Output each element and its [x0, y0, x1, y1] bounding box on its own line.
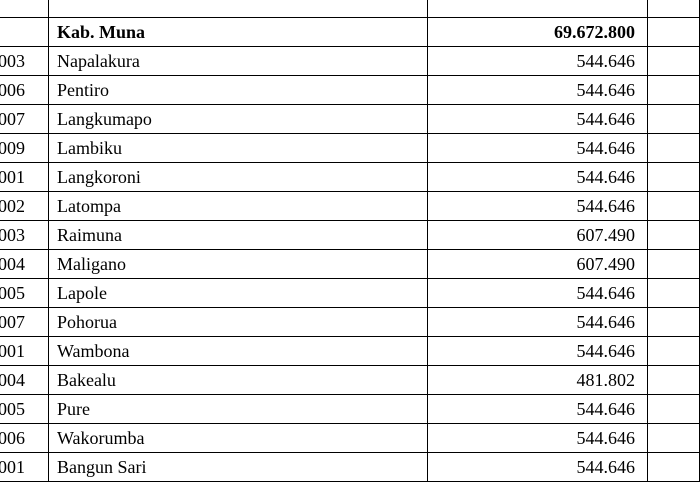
cell-amount: 544.646: [428, 395, 648, 424]
cell-amount: 544.646: [428, 163, 648, 192]
cell-code: [0, 0, 48, 18]
table-row: 2005Pure544.646: [0, 395, 700, 424]
table-row: 2005Lapole544.646: [0, 279, 700, 308]
cell-extra: [648, 424, 700, 453]
cell-extra: [648, 366, 700, 395]
cell-amount: 607.490: [428, 250, 648, 279]
cell-extra: [648, 250, 700, 279]
cell-name: Wakorumba: [48, 424, 427, 453]
cell-extra: [648, 308, 700, 337]
cell-code: 2003: [0, 47, 48, 76]
cell-code: 2009: [0, 134, 48, 163]
cell-code: 2007: [0, 105, 48, 134]
cell-name: Pentiro: [48, 76, 427, 105]
cell-extra: [648, 221, 700, 250]
cell-extra: [648, 47, 700, 76]
cell-name: Napalakura: [48, 47, 427, 76]
cell-code: 2006: [0, 424, 48, 453]
cell-extra: [648, 105, 700, 134]
cell-amount: 544.646: [428, 453, 648, 482]
cell-amount: 544.646: [428, 308, 648, 337]
cell-extra: [648, 76, 700, 105]
cell-name: Lapole: [48, 279, 427, 308]
cell-amount: 69.672.800: [428, 18, 648, 47]
cell-name: Raimuna: [48, 221, 427, 250]
table-row: [0, 0, 700, 18]
cell-code: 2006: [0, 76, 48, 105]
cell-code: 2007: [0, 308, 48, 337]
cell-name: Lambiku: [48, 134, 427, 163]
table-row: 2002Latompa544.646: [0, 192, 700, 221]
cell-amount: 607.490: [428, 221, 648, 250]
table-row: 2009Lambiku544.646: [0, 134, 700, 163]
cell-amount: 544.646: [428, 105, 648, 134]
cell-name: Langkoroni: [48, 163, 427, 192]
cell-amount: 544.646: [428, 134, 648, 163]
table-row: 2001Bangun Sari544.646: [0, 453, 700, 482]
cell-extra: [648, 453, 700, 482]
table-row: 2001Wambona544.646: [0, 337, 700, 366]
cell-code: 2001: [0, 453, 48, 482]
cell-name: Pure: [48, 395, 427, 424]
cell-code: 2002: [0, 192, 48, 221]
cell-name: Kab. Muna: [48, 18, 427, 47]
cell-extra: [648, 279, 700, 308]
cell-amount: 481.802: [428, 366, 648, 395]
cell-amount: 544.646: [428, 279, 648, 308]
table-row: 2003Raimuna607.490: [0, 221, 700, 250]
cell-extra: [648, 0, 700, 18]
cell-extra: [648, 134, 700, 163]
cell-name: [48, 0, 427, 18]
cell-amount: 544.646: [428, 47, 648, 76]
table-row: 2007Pohorua544.646: [0, 308, 700, 337]
cell-code: 2005: [0, 395, 48, 424]
table-row: 2003Napalakura544.646: [0, 47, 700, 76]
cell-name: Maligano: [48, 250, 427, 279]
table-row: 2004Maligano607.490: [0, 250, 700, 279]
cell-code: 2001: [0, 337, 48, 366]
cell-amount: 544.646: [428, 192, 648, 221]
cell-extra: [648, 395, 700, 424]
cell-amount: 544.646: [428, 424, 648, 453]
cell-extra: [648, 18, 700, 47]
cell-code: 2001: [0, 163, 48, 192]
table-row: 2007Langkumapo544.646: [0, 105, 700, 134]
cell-code: 2004: [0, 366, 48, 395]
cell-extra: [648, 192, 700, 221]
cell-name: Wambona: [48, 337, 427, 366]
cell-code: 2003: [0, 221, 48, 250]
cell-amount: [428, 0, 648, 18]
cell-amount: 544.646: [428, 337, 648, 366]
cell-name: Latompa: [48, 192, 427, 221]
cell-amount: 544.646: [428, 76, 648, 105]
cell-name: Langkumapo: [48, 105, 427, 134]
allocation-table: Kab. Muna69.672.8002003Napalakura544.646…: [0, 0, 700, 482]
cell-code: [0, 18, 48, 47]
table-row: 2004Bakealu481.802: [0, 366, 700, 395]
cell-name: Bangun Sari: [48, 453, 427, 482]
table-row: 2001Langkoroni544.646: [0, 163, 700, 192]
table-row: Kab. Muna69.672.800: [0, 18, 700, 47]
cell-name: Pohorua: [48, 308, 427, 337]
table-row: 2006Pentiro544.646: [0, 76, 700, 105]
cell-code: 2005: [0, 279, 48, 308]
table-row: 2006Wakorumba544.646: [0, 424, 700, 453]
cell-code: 2004: [0, 250, 48, 279]
cell-name: Bakealu: [48, 366, 427, 395]
cell-extra: [648, 163, 700, 192]
cell-extra: [648, 337, 700, 366]
